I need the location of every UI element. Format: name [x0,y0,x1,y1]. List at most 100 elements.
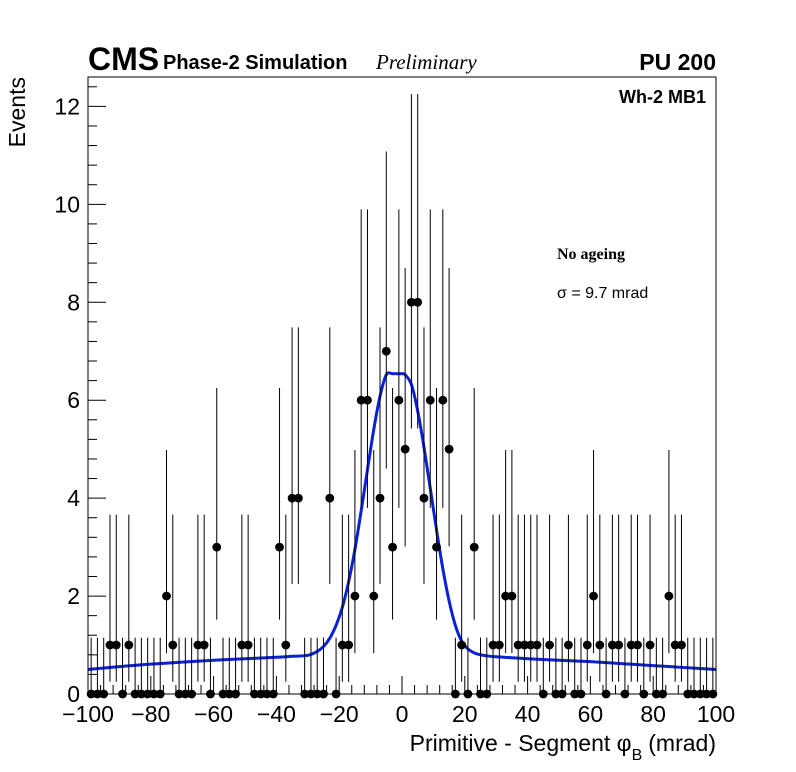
point-marker [532,640,542,650]
data-points-layer [86,94,718,699]
data-point [677,514,686,682]
point-marker [394,395,404,405]
x-tick-label: 0 [396,701,409,727]
point-marker [363,395,372,405]
point-marker [237,640,247,650]
point-marker [469,542,479,552]
point-marker [111,640,121,650]
point-marker [614,640,624,650]
data-point [237,514,247,682]
point-marker [677,640,686,650]
point-marker [413,297,423,307]
point-marker [287,493,297,503]
x-tick-label: −20 [320,701,359,727]
data-point [243,514,253,682]
x-tick-label: −40 [257,701,296,727]
point-marker [419,493,429,503]
data-point [532,514,542,682]
point-marker [168,640,178,650]
fit-curve-layer [87,371,717,672]
point-marker [281,640,291,650]
point-marker [488,640,498,650]
x-axis-title-sub: B [632,747,643,764]
data-point [645,514,655,682]
axes-layer: −100 −80 −60 −40 −20 0 20 40 60 80 100 0 2 4 6 8 10 12 [54,86,735,727]
point-marker [369,591,379,601]
pileup-label: PU 200 [639,49,716,75]
y-tick-label: 0 [67,681,80,707]
data-point [394,209,404,508]
data-point [545,514,554,682]
data-point [607,514,617,682]
preliminary-label: Preliminary [375,50,477,74]
point-marker [645,640,655,650]
data-point [526,514,536,682]
point-marker [664,591,674,601]
point-marker [670,640,680,650]
point-marker [381,346,391,356]
point-marker [520,640,529,650]
point-marker [507,591,517,601]
x-axis-title-unit: (mrad) [648,730,716,756]
x-tick-label: 20 [452,701,478,727]
point-marker [438,395,448,405]
y-tick-label: 2 [67,583,80,609]
data-point [501,450,511,654]
x-tick-label: 100 [697,701,735,727]
x-tick-label: 60 [578,701,604,727]
data-point [375,327,385,584]
point-marker [545,640,554,650]
data-point [457,514,467,682]
data-point [400,268,410,547]
data-point [388,387,397,620]
point-marker [626,640,636,650]
ageing-label: No ageing [557,246,625,263]
data-point [381,151,391,469]
data-point [168,514,178,682]
point-marker [275,542,284,552]
point-marker [325,493,335,503]
data-point [469,387,479,620]
data-point [670,514,680,682]
point-marker [356,395,366,405]
point-marker [432,542,441,552]
point-marker [564,640,573,650]
x-tick-label: 40 [515,701,541,727]
data-point [488,514,498,682]
data-point [193,514,203,682]
point-marker [337,640,347,650]
data-point [275,387,284,620]
point-marker [457,640,467,650]
data-point [564,514,573,682]
data-point [520,514,529,682]
point-marker [344,640,354,650]
point-marker [375,493,385,503]
fit-curve-line [87,371,717,672]
point-marker [124,640,134,650]
point-marker [526,640,536,650]
data-point [407,94,416,429]
x-tick-label: −100 [62,701,114,727]
data-point [633,514,642,682]
data-point [281,514,291,682]
data-point [124,514,134,682]
y-tick-label: 12 [54,93,80,119]
point-marker [513,640,523,650]
point-marker [595,640,605,650]
data-point [369,450,379,654]
data-point [438,209,448,508]
data-point [337,514,347,682]
point-marker [105,640,115,650]
data-point [425,209,435,508]
data-point [199,514,209,682]
y-tick-label: 6 [67,387,80,413]
data-point [419,327,429,584]
data-point [444,268,454,547]
data-point [350,450,360,654]
point-marker [400,444,410,454]
point-marker [162,591,171,601]
data-point [287,327,297,584]
x-tick-label: 80 [640,701,666,727]
point-marker [501,591,511,601]
